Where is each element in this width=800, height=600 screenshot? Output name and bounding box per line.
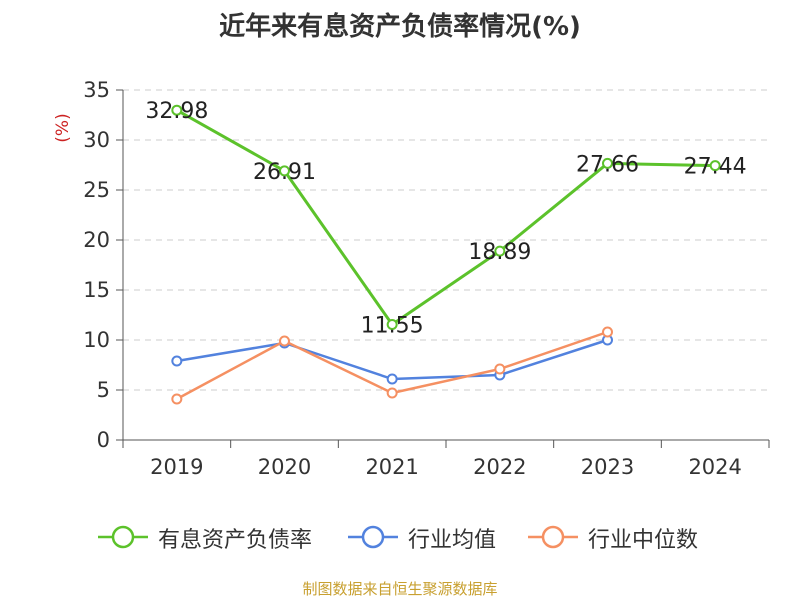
source-note: 制图数据来自恒生聚源数据库 xyxy=(302,580,498,598)
series-layer xyxy=(171,104,721,405)
data-point[interactable] xyxy=(386,373,398,385)
data-point[interactable] xyxy=(171,393,183,405)
legend-label: 行业中位数 xyxy=(588,528,699,553)
legend-line-icon xyxy=(348,525,398,549)
series-1 xyxy=(171,104,721,330)
x-tick-label: 2021 xyxy=(365,455,418,479)
series-2 xyxy=(171,334,613,385)
y-tick-label: 5 xyxy=(97,378,110,402)
x-tick-label: 2020 xyxy=(258,455,311,479)
data-point[interactable] xyxy=(494,245,506,257)
y-tick-label: 35 xyxy=(83,78,110,102)
data-point[interactable] xyxy=(602,326,613,338)
data-point[interactable] xyxy=(279,165,290,177)
data-point[interactable] xyxy=(494,363,506,375)
data-point[interactable] xyxy=(386,319,398,330)
legend-label: 行业均值 xyxy=(408,528,497,553)
axes: 0 5 10 15 20 25 30 35 2019 2020 2021 2022 2023 2024 xyxy=(83,78,770,479)
x-tick-label: 2024 xyxy=(688,455,741,479)
series-line xyxy=(176,108,716,326)
y-tick-label: 30 xyxy=(83,128,110,152)
y-tick-label: 25 xyxy=(83,178,110,202)
series-3 xyxy=(171,326,613,405)
data-point[interactable] xyxy=(709,160,721,172)
data-point[interactable] xyxy=(602,157,613,169)
x-tick-label: 2022 xyxy=(473,455,526,479)
data-label: 27.66 xyxy=(576,152,639,177)
legend-label: 有息资产负债率 xyxy=(158,528,313,553)
y-axis-label: (%) xyxy=(53,113,73,142)
legend-line-icon xyxy=(98,525,148,549)
x-tick-label: 2023 xyxy=(581,455,634,479)
chart-title: 近年来有息资产负债率情况(%) xyxy=(219,12,581,42)
data-label: 26.91 xyxy=(253,160,316,185)
data-point[interactable] xyxy=(386,387,398,399)
grid-lines xyxy=(123,89,769,391)
data-label: 11.55 xyxy=(361,314,424,339)
y-tick-label: 15 xyxy=(83,278,110,302)
y-tick-label: 10 xyxy=(83,328,110,352)
legend-item-series-2[interactable]: 行业均值 xyxy=(346,520,516,553)
data-label: 32.98 xyxy=(145,99,208,124)
y-tick-label: 0 xyxy=(97,428,110,452)
data-labels: 32.98 26.91 11.55 18.89 27.66 27.44 xyxy=(145,99,746,338)
legend-line-icon xyxy=(528,525,578,549)
data-label: 27.44 xyxy=(684,155,747,180)
x-tick-label: 2019 xyxy=(150,455,203,479)
data-point[interactable] xyxy=(279,335,290,347)
series-line xyxy=(176,338,608,381)
data-point[interactable] xyxy=(171,355,183,367)
data-label: 18.89 xyxy=(468,240,531,265)
legend-item-series-3[interactable]: 行业中位数 xyxy=(526,520,716,553)
legend-item-series-1[interactable]: 有息资产负债率 xyxy=(96,520,336,553)
y-tick-label: 20 xyxy=(83,228,110,252)
data-point[interactable] xyxy=(171,104,183,116)
